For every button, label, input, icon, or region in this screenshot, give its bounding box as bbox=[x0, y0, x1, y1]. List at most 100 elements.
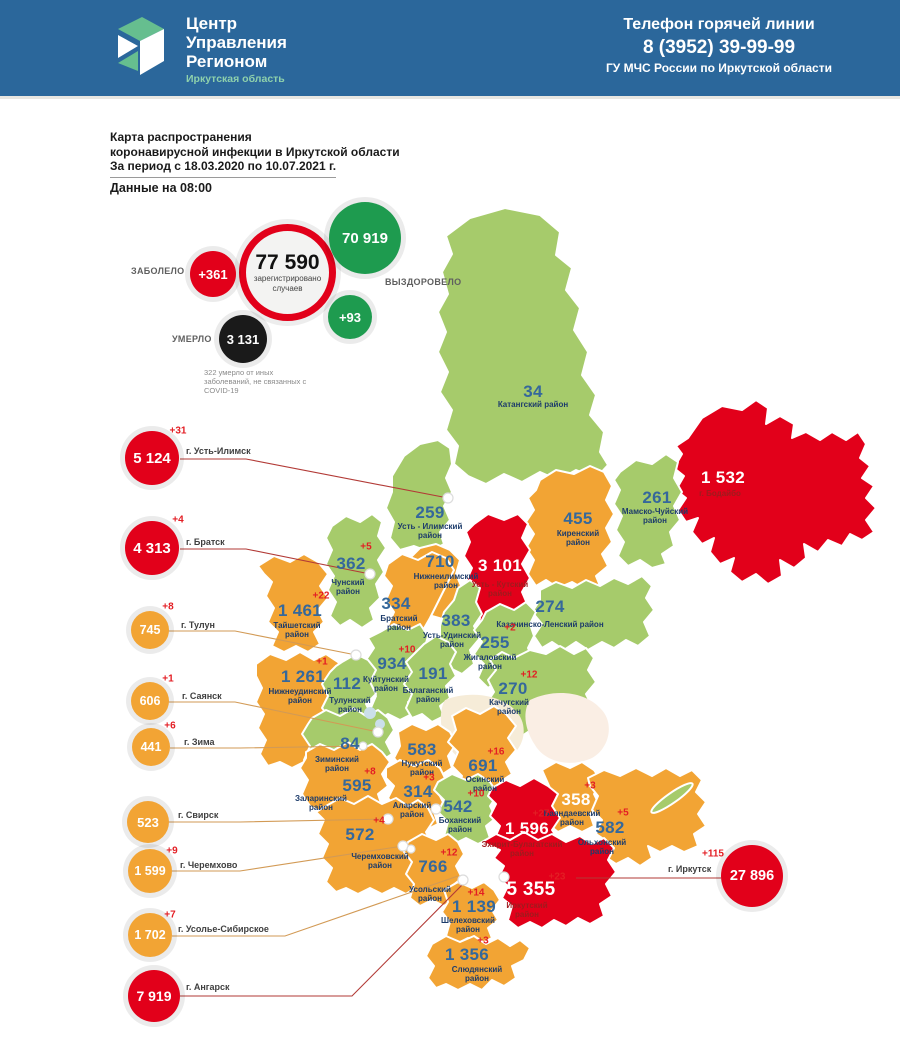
district-shape-slyudyansky bbox=[425, 935, 531, 991]
died-note: 322 умерло от иных заболеваний, не связа… bbox=[204, 368, 307, 395]
city-marker bbox=[406, 844, 416, 854]
district-delta: +10 bbox=[398, 644, 416, 656]
district-value: 84 bbox=[340, 734, 360, 753]
district-value: 455 bbox=[563, 509, 593, 528]
hotline-phone: 8 (3952) 39-99-99 bbox=[642, 37, 796, 58]
header-bar: Центр Управления Регионом Иркутская обла… bbox=[0, 0, 900, 96]
district-value: 3 101 bbox=[477, 556, 523, 575]
district-name: Эхирит-Булагатский район bbox=[481, 840, 563, 859]
district-name: Осинский район bbox=[465, 775, 505, 794]
district-name: Балаганский район bbox=[402, 686, 454, 705]
city-marker bbox=[350, 649, 362, 661]
district-delta: +12 bbox=[440, 847, 458, 859]
cur-logo-icon bbox=[118, 17, 164, 75]
district-name: Иркутский район bbox=[506, 901, 548, 920]
city-marker bbox=[430, 803, 442, 815]
city-marker bbox=[498, 871, 510, 883]
river-spot bbox=[364, 707, 376, 719]
district-name: Куйтунский район bbox=[363, 675, 409, 694]
district-name: Качугский район bbox=[489, 698, 529, 717]
district-name: Зиминский район bbox=[315, 755, 359, 774]
district-value: 1 532 bbox=[700, 468, 746, 487]
district-delta: +3 bbox=[584, 780, 596, 792]
district-delta: +14 bbox=[467, 887, 485, 899]
district-name: Тулунский район bbox=[329, 696, 371, 715]
district-value: 691 bbox=[468, 756, 498, 775]
district-value: 255 bbox=[480, 633, 510, 652]
org-name-line2: Управления bbox=[186, 33, 287, 52]
data-time: Данные на 08:00 bbox=[110, 181, 213, 195]
district-value: 34 bbox=[523, 382, 543, 401]
hotline-org: ГУ МЧС России по Иркутской области bbox=[606, 61, 832, 75]
registered-circle: 77 590 зарегистрировано случаев bbox=[239, 224, 336, 321]
district-delta: +3 bbox=[477, 935, 489, 947]
city-delta: +9 bbox=[166, 845, 178, 857]
district-name: Заларинский район bbox=[295, 794, 347, 813]
district-value: 583 bbox=[407, 740, 437, 759]
district-value: 572 bbox=[345, 825, 375, 844]
city-circle-svirsk: 523 bbox=[127, 801, 169, 843]
district-value: 314 bbox=[403, 782, 433, 801]
district-value: 1 596 bbox=[504, 819, 550, 838]
recovered-label: ВЫЗДОРОВЕЛО bbox=[385, 277, 462, 287]
header-divider bbox=[0, 96, 900, 99]
city-delta: +1 bbox=[162, 673, 174, 685]
city-circle-cheremkhovo: 1 599 bbox=[128, 849, 172, 893]
registered-value: 77 590 bbox=[255, 251, 320, 274]
district-name: Слюдянский район bbox=[451, 965, 503, 984]
district-shape-mamsko-chuysky bbox=[613, 453, 683, 569]
city-delta: +8 bbox=[162, 601, 174, 613]
district-name: Нижнеилимский район bbox=[413, 572, 479, 591]
connector-line bbox=[168, 818, 389, 823]
connector-line bbox=[180, 883, 464, 997]
district-value: 1 461 bbox=[277, 601, 323, 620]
district-value: 270 bbox=[498, 679, 528, 698]
city-delta: +7 bbox=[164, 909, 176, 921]
district-value: 595 bbox=[342, 776, 372, 795]
district-name: Чунский район bbox=[331, 578, 365, 597]
district-value: 334 bbox=[381, 594, 411, 613]
district-name: Киренский район bbox=[556, 529, 600, 548]
district-name: Усольский район bbox=[409, 885, 451, 904]
city-label: г. Саянск bbox=[182, 691, 222, 701]
district-delta: +3 bbox=[423, 772, 435, 784]
district-value: 1 139 bbox=[451, 897, 497, 916]
city-delta: +4 bbox=[172, 514, 184, 526]
map-title-line1: Карта распространения bbox=[110, 130, 252, 144]
registered-caption: зарегистрировано случаев bbox=[253, 274, 322, 293]
district-value: 358 bbox=[561, 790, 591, 809]
city-circle-zima: 441 bbox=[132, 728, 170, 766]
district-name: Казачинско-Ленский район bbox=[496, 620, 604, 629]
district-value: 766 bbox=[418, 857, 448, 876]
district-name: Усть-Удинский район bbox=[422, 631, 481, 650]
city-label: г. Черемхово bbox=[180, 860, 238, 870]
olkhon-island-shape bbox=[650, 782, 694, 814]
district-delta: +16 bbox=[487, 746, 505, 758]
city-delta: +6 bbox=[164, 720, 176, 732]
connector-line bbox=[180, 548, 371, 575]
map-title: Карта распространения коронавирусной инф… bbox=[110, 130, 400, 178]
district-delta: +5 bbox=[360, 541, 372, 553]
city-delta: +115 bbox=[702, 848, 724, 860]
district-value: 542 bbox=[443, 797, 473, 816]
district-value: 383 bbox=[441, 611, 471, 630]
city-label: г. Иркутск bbox=[668, 864, 712, 874]
district-shape-ust-ilimsky bbox=[385, 439, 453, 553]
district-name: Тайшетский район bbox=[273, 621, 321, 640]
city-label: г. Ангарск bbox=[186, 982, 230, 992]
district-delta: +2 bbox=[504, 622, 516, 634]
map-title-period: За период с 18.03.2020 по 10.07.2021 г. bbox=[110, 159, 337, 178]
district-delta: +22 bbox=[312, 590, 330, 602]
org-name-line3: Регионом bbox=[186, 52, 268, 71]
district-delta: +8 bbox=[364, 766, 376, 778]
district-shape-balagansky bbox=[403, 635, 457, 723]
district-shape-shelekhovsky bbox=[441, 881, 501, 945]
district-name: Нукутский район bbox=[401, 759, 443, 778]
connector-line bbox=[172, 875, 459, 937]
district-value: 5 355 bbox=[506, 879, 556, 900]
recovered-circle: 70 919 bbox=[329, 202, 401, 274]
city-circle-usolye: 1 702 bbox=[128, 913, 172, 957]
district-delta: +5 bbox=[617, 807, 629, 819]
district-name: Усть - Илимский район bbox=[397, 522, 463, 541]
